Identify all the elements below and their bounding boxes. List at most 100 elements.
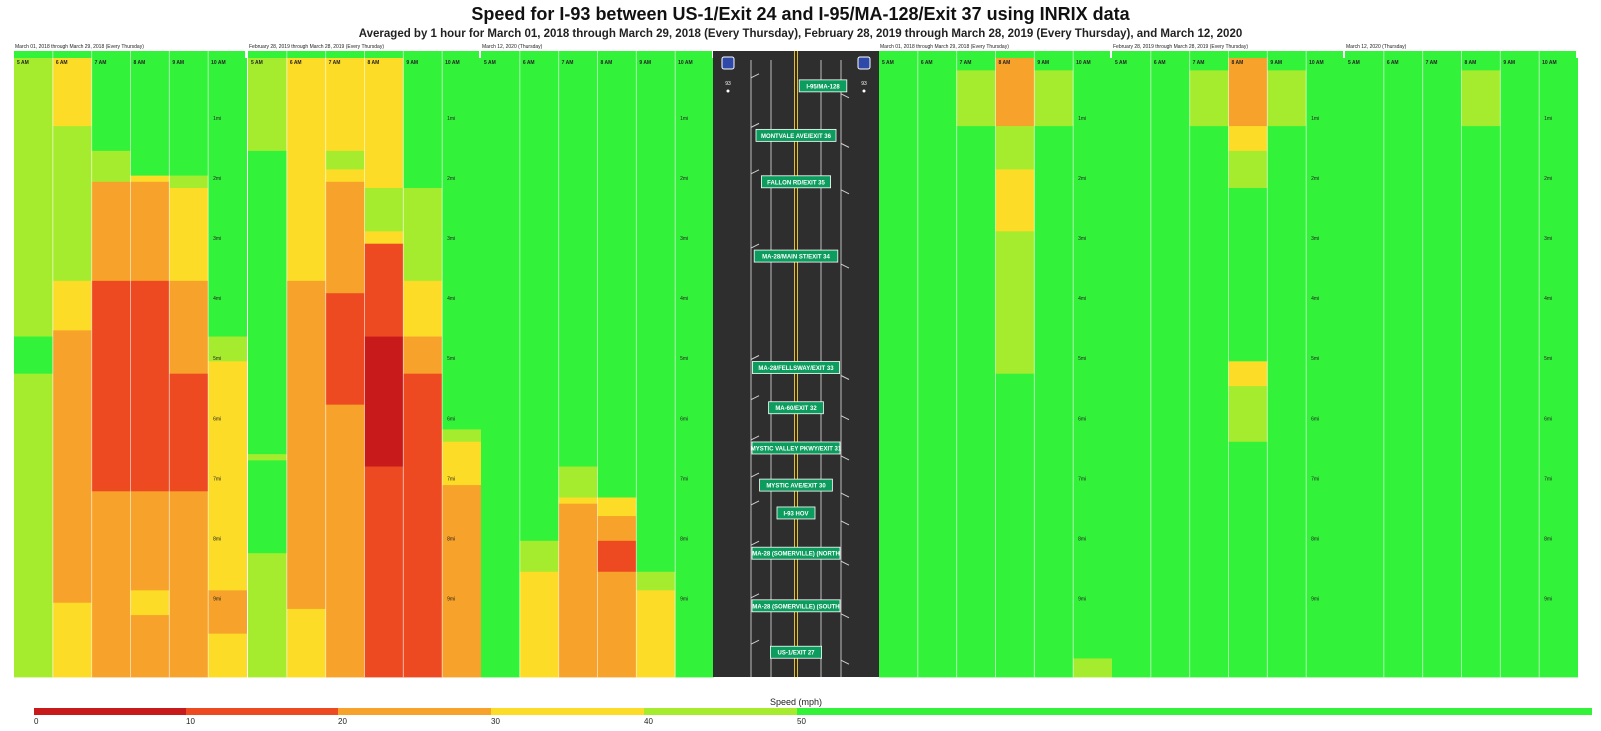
heatmap-cell (325, 58, 365, 152)
hour-label: 7 AM (1426, 60, 1438, 66)
exit-sign (753, 249, 839, 263)
hour-label: 7 AM (95, 60, 107, 66)
hour-label: 10 AM (678, 60, 693, 66)
hour-label: 6 AM (1387, 60, 1399, 66)
heatmap-cell (403, 187, 443, 282)
mile-label: 3mi (1078, 236, 1086, 242)
legend-tick-label: 20 (338, 717, 347, 726)
mile-label: 9mi (1544, 596, 1552, 602)
mile-label: 6mi (213, 416, 221, 422)
ramp-line (840, 613, 850, 619)
mile-label: 7mi (447, 476, 455, 482)
heatmap-cell (442, 441, 481, 486)
hour-label: 7 AM (1193, 60, 1205, 66)
exit-sign (751, 599, 841, 613)
mile-label: 1mi (447, 116, 455, 122)
exit-sign-label: MA-28/MAIN ST/EXIT 34 (762, 255, 830, 261)
heatmap-cell (169, 311, 209, 375)
legend-tick-label: 0 (34, 717, 39, 726)
heatmap-cell (286, 608, 326, 678)
mile-label: 7mi (1078, 476, 1086, 482)
heatmap-cell (130, 615, 170, 678)
heatmap-cell (169, 187, 209, 282)
ramp-line (750, 122, 760, 128)
heatmap-cell (1539, 58, 1578, 678)
heatmap-cell (1461, 58, 1501, 71)
exit-sign (751, 441, 841, 455)
heatmap-cell (1422, 58, 1462, 678)
hour-label: 7 AM (562, 60, 574, 66)
mile-label: 4mi (447, 296, 455, 302)
mile-label: 6mi (1078, 416, 1086, 422)
heatmap-cell (403, 373, 443, 678)
panel-header-strip (1112, 51, 1343, 58)
hour-label: 8 AM (999, 60, 1011, 66)
ramp-line (750, 243, 760, 249)
heatmap-cell (1228, 386, 1268, 443)
heatmap-cell (956, 70, 996, 127)
heatmap-cell (52, 522, 92, 604)
mile-label: 9mi (680, 596, 688, 602)
mile-label: 8mi (213, 536, 221, 542)
heatmap-cell (1500, 58, 1540, 678)
heatmap-cell (481, 58, 520, 678)
hour-label: 5 AM (17, 60, 29, 66)
mile-label: 1mi (1078, 116, 1086, 122)
heatmap-cell (286, 280, 326, 412)
mile-label: 6mi (1311, 416, 1319, 422)
mile-label: 2mi (680, 176, 688, 182)
ramp-line (840, 415, 850, 421)
heatmap-cell (91, 280, 131, 492)
ramp-line (750, 355, 760, 360)
heatmap-cell (52, 330, 92, 523)
panel-header-strip (1345, 51, 1576, 58)
mile-label: 1mi (1311, 116, 1319, 122)
legend-title: Speed (mph) (770, 697, 823, 707)
hour-label: 7 AM (329, 60, 341, 66)
hour-label: 6 AM (921, 60, 933, 66)
heatmap-cell (208, 311, 247, 337)
ramp-line (750, 593, 760, 599)
chart-title: Speed for I-93 between US-1/Exit 24 and … (471, 4, 1130, 24)
hour-label: 8 AM (601, 60, 613, 66)
ramp-line (840, 560, 850, 566)
heatmap-cell (169, 373, 209, 492)
mile-label: 4mi (680, 296, 688, 302)
mile-label: 4mi (1078, 296, 1086, 302)
heatmap-cell (1073, 658, 1112, 678)
exit-sign-label: MA-60/EXIT 32 (775, 406, 817, 412)
heatmap-cell (442, 429, 481, 443)
hour-label: 5 AM (882, 60, 894, 66)
heatmap-cell (208, 58, 247, 313)
mile-label: 1mi (1544, 116, 1552, 122)
heatmap-cell (1073, 58, 1112, 659)
heatmap-cell (636, 571, 676, 591)
legend-tick-label: 10 (186, 717, 195, 726)
legend-tick-label: 30 (491, 717, 500, 726)
heatmap-cell (956, 58, 996, 71)
mile-label: 3mi (1544, 236, 1552, 242)
heatmap-cell (1189, 126, 1229, 678)
heatmap-cell (1034, 58, 1074, 71)
heatmap-cell (248, 58, 287, 152)
chart-subtitle: Averaged by 1 hour for March 01, 2018 th… (358, 28, 1243, 40)
panel-header-strip (14, 51, 245, 58)
interstate-shield-icon (857, 56, 871, 70)
shield-route-number: 93 (861, 81, 867, 87)
mile-label: 9mi (1311, 596, 1319, 602)
hour-label: 10 AM (1309, 60, 1324, 66)
panel-label: March 01, 2018 through March 29, 2018 (E… (880, 44, 1009, 50)
heatmap-cell (248, 553, 287, 678)
heatmap-cell (286, 553, 326, 610)
heatmap-cell (1228, 58, 1268, 127)
panel-label: February 28, 2019 through March 28, 2019… (249, 44, 384, 50)
heatmap-cell (597, 516, 637, 542)
hour-label: 5 AM (1348, 60, 1360, 66)
mile-label: 5mi (1544, 356, 1552, 362)
heatmap-cell (558, 497, 598, 505)
heatmap-cell (169, 491, 209, 678)
heatmap-cell (879, 58, 918, 678)
shield-marker-icon (862, 89, 866, 93)
heatmap-cell (248, 460, 287, 554)
hour-label: 7 AM (960, 60, 972, 66)
